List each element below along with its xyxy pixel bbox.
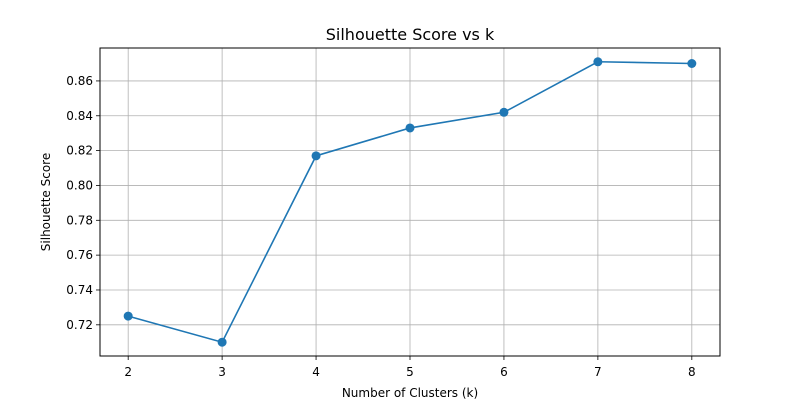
series-layer <box>123 57 697 347</box>
x-tick-label: 6 <box>500 365 508 379</box>
x-tick-label: 7 <box>594 365 602 379</box>
y-tick-label: 0.76 <box>66 248 93 262</box>
data-point <box>405 123 415 133</box>
chart-title: Silhouette Score vs k <box>326 25 495 44</box>
y-axis-ticks: 0.72 0.74 0.76 0.78 0.80 0.82 0.84 0.86 <box>66 74 100 332</box>
y-tick-label: 0.78 <box>66 213 93 227</box>
y-tick-label: 0.74 <box>66 283 93 297</box>
x-axis-label: Number of Clusters (k) <box>342 386 478 400</box>
x-axis-ticks: 2 3 4 5 6 7 8 <box>124 356 696 379</box>
x-tick-label: 8 <box>688 365 696 379</box>
data-point <box>499 107 509 117</box>
grid-lines <box>100 48 720 356</box>
x-tick-label: 4 <box>312 365 320 379</box>
data-point <box>593 57 603 67</box>
y-tick-label: 0.84 <box>66 109 93 123</box>
y-tick-label: 0.86 <box>66 74 93 88</box>
x-tick-label: 2 <box>124 365 132 379</box>
data-point <box>311 151 321 161</box>
data-point <box>217 337 227 347</box>
data-point <box>687 59 697 69</box>
y-tick-label: 0.72 <box>66 318 93 332</box>
data-point <box>123 311 133 321</box>
x-tick-label: 5 <box>406 365 414 379</box>
y-tick-label: 0.80 <box>66 178 93 192</box>
x-tick-label: 3 <box>218 365 226 379</box>
y-tick-label: 0.82 <box>66 144 93 158</box>
y-axis-label: Silhouette Score <box>39 153 53 251</box>
